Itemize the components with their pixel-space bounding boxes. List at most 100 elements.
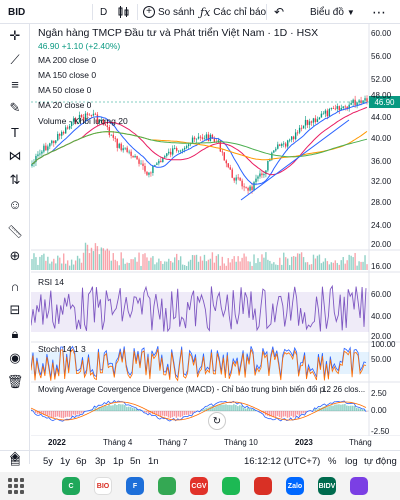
price-axis-label: 16.00 [371, 262, 392, 271]
price-axis-label: 20.00 [371, 240, 392, 249]
crosshair-icon[interactable]: ✛ [9, 28, 21, 43]
volume-bar [122, 258, 124, 270]
volume-bar [158, 258, 160, 270]
range-5y[interactable]: 5y [43, 456, 54, 467]
macd-histogram-bar [213, 407, 215, 411]
candle-body [334, 108, 336, 110]
clock-time[interactable]: 16:12:12 (UTC+7) [244, 456, 321, 467]
candle-body [235, 177, 237, 181]
lock-drawing-icon[interactable]: ⊟ [9, 302, 21, 317]
zoom-icon[interactable]: ⊕ [9, 248, 21, 263]
candle-body [104, 124, 107, 126]
ma50-legend[interactable]: MA 50 close 0 [38, 85, 92, 95]
macd-histogram-bar [298, 411, 301, 416]
macd-histogram-bar [177, 411, 180, 417]
ruler-icon[interactable]: 📏︎ [6, 224, 24, 239]
range-6m[interactable]: 6p [76, 456, 87, 467]
eye-icon[interactable]: ◉ [9, 350, 21, 365]
macd-histogram-bar [102, 406, 104, 411]
compare-button[interactable]: + So sánh [143, 0, 195, 24]
candle-body [201, 137, 204, 139]
lock-icon[interactable]: 🔒︎ [11, 326, 19, 341]
macd-histogram-bar [58, 411, 61, 418]
candle-body [148, 172, 150, 175]
candle-body [146, 171, 148, 175]
chart-type-button[interactable]: Biểu đồ ▼ [310, 0, 355, 24]
app-zalo-icon[interactable]: Zalo [286, 477, 304, 495]
indicators-icon: ƒx [200, 5, 211, 19]
symbol-search[interactable]: BID [8, 6, 26, 18]
candle-body [342, 106, 344, 108]
macd-legend[interactable]: Moving Average Covergence Divergence (MA… [38, 385, 331, 394]
undo-icon[interactable]: ↶ [274, 5, 285, 19]
app-cgv-icon[interactable]: CGV [190, 477, 208, 495]
candle-body [150, 172, 152, 174]
volume-bar [340, 260, 342, 270]
app-green-icon[interactable]: C [62, 477, 80, 495]
app-spotify-icon[interactable] [222, 477, 240, 495]
volume-bar [229, 262, 231, 270]
chart-area[interactable] [31, 24, 400, 436]
rsi-legend[interactable]: RSI 14 [38, 277, 64, 287]
percent-toggle[interactable]: % [328, 456, 337, 467]
price-chart[interactable] [31, 24, 400, 436]
price-change: 46.90 +1.10 (+2.40%) [38, 41, 121, 51]
ma20-legend[interactable]: MA 20 close 0 [38, 100, 92, 110]
volume-bar [281, 264, 283, 270]
brush-icon[interactable]: ✎ [9, 100, 21, 115]
macd-histogram-bar [340, 404, 342, 411]
range-1y[interactable]: 1y [60, 456, 71, 467]
range-1m[interactable]: 1p [113, 456, 124, 467]
candle-body [336, 106, 338, 109]
volume-bar [215, 255, 218, 270]
macd-histogram-bar [56, 411, 59, 417]
calendar-icon[interactable]: ▤ [10, 455, 21, 467]
ma200-legend[interactable]: MA 200 close 0 [38, 55, 97, 65]
volume-legend[interactable]: Volume - Khối lượng 20 [38, 116, 128, 126]
volume-bar [292, 256, 295, 270]
range-5d[interactable]: 5n [130, 456, 141, 467]
volume-bar [156, 262, 158, 270]
app-blue-icon[interactable]: F [126, 477, 144, 495]
pattern-icon[interactable]: ⋈ [8, 148, 22, 163]
candle-body [289, 139, 291, 141]
more-icon[interactable]: ⋯ [372, 3, 386, 20]
macd-histogram-bar [62, 411, 65, 419]
app-red-icon[interactable] [254, 477, 272, 495]
time-axis[interactable]: 2022 Tháng 4 Tháng 7 Tháng 10 2023 Tháng [31, 436, 400, 450]
toolbar-divider [266, 4, 267, 20]
layers-icon[interactable]: ◈ [10, 448, 20, 463]
emoji-icon[interactable]: ☺ [8, 196, 22, 212]
forecast-icon[interactable]: ⇅ [9, 172, 21, 187]
range-1d[interactable]: 1n [148, 456, 159, 467]
ma150-legend[interactable]: MA 150 close 0 [38, 70, 97, 80]
indicators-button[interactable]: ƒx Các chỉ báo [200, 0, 266, 24]
trendline-icon[interactable]: ⟋ [10, 52, 20, 67]
magnet-icon[interactable]: ∩ [10, 278, 20, 294]
app-bidv-icon[interactable]: BIDV [318, 477, 336, 495]
macd-histogram-bar [344, 404, 346, 411]
app-bio-icon[interactable]: BIO [94, 477, 112, 495]
reset-chart-icon[interactable]: ↻ [208, 412, 226, 430]
macd-histogram-bar [70, 411, 73, 417]
auto-toggle[interactable]: tự động [364, 456, 397, 467]
trash-icon[interactable]: 🗑︎ [6, 374, 24, 389]
fib-icon[interactable]: ≡ [11, 76, 19, 92]
app-messenger-icon[interactable] [350, 477, 368, 495]
log-toggle[interactable]: log [345, 456, 358, 467]
interval-button[interactable]: D [100, 6, 108, 18]
candles-icon[interactable] [118, 0, 130, 24]
range-3m[interactable]: 3p [95, 456, 106, 467]
candle-body [114, 137, 116, 139]
app-chrome-icon[interactable] [158, 477, 176, 495]
candle-body [35, 155, 37, 162]
apps-grid-icon[interactable] [8, 478, 24, 494]
volume-bar [318, 254, 321, 270]
candle-body [211, 134, 214, 139]
text-icon[interactable]: T [11, 124, 19, 140]
macd-histogram-bar [134, 408, 136, 411]
macd-histogram-bar [249, 409, 251, 411]
stoch-legend[interactable]: Stoch 14 1 3 [38, 344, 86, 354]
macd-histogram-bar [304, 411, 306, 414]
volume-bar [201, 260, 204, 270]
